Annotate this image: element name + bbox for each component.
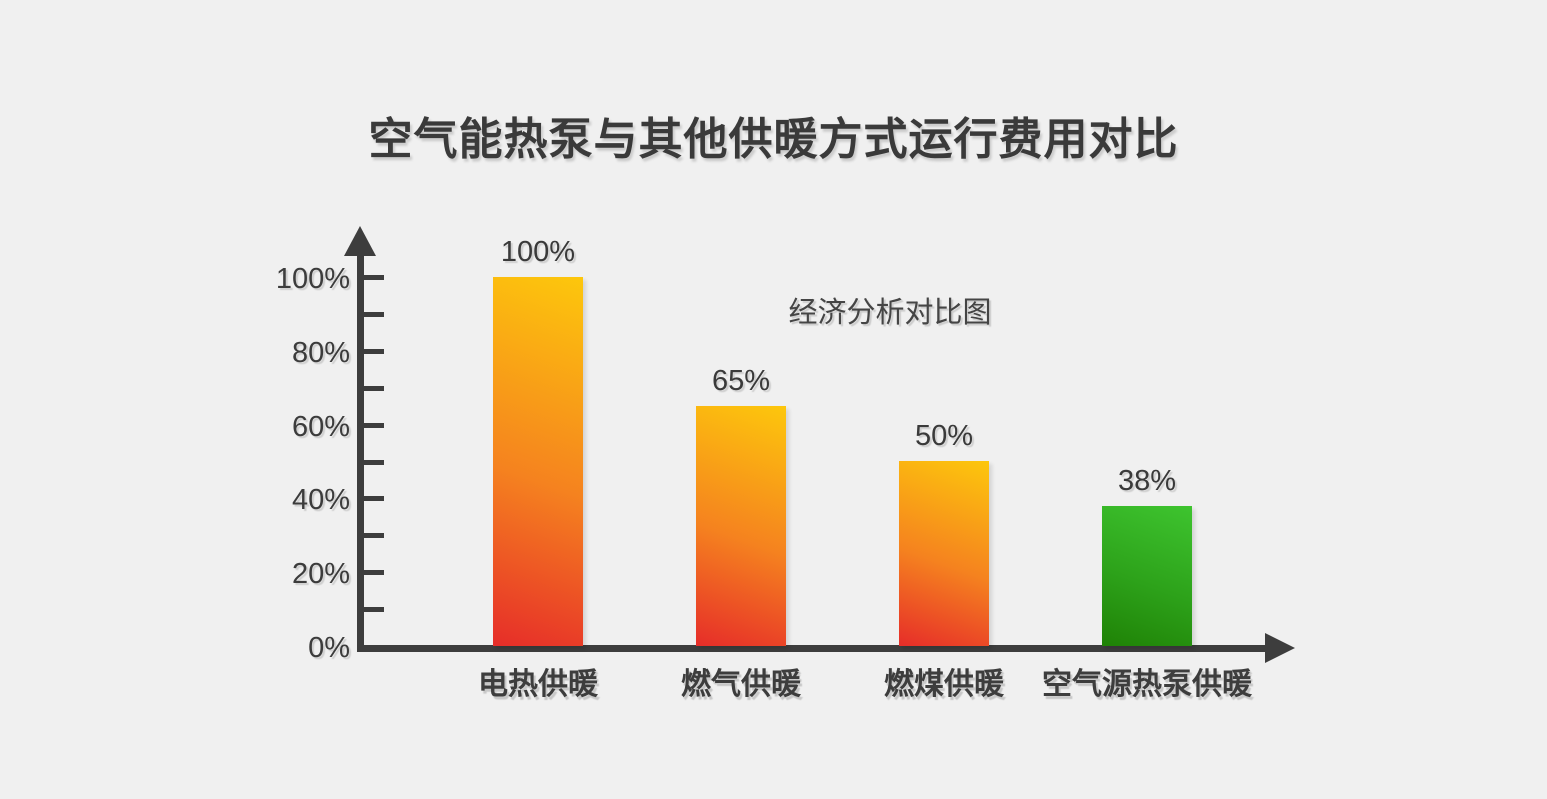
y-axis-tick (364, 533, 384, 539)
y-axis-line (357, 248, 364, 648)
y-axis-tick (364, 459, 384, 465)
y-axis-tick-label: 60% (291, 410, 350, 443)
bar-value-label: 100% (500, 236, 576, 268)
chart-annotation: 经济分析对比图 (788, 297, 992, 329)
y-axis-tick (364, 496, 384, 502)
bar-warm-gradient-1 (493, 277, 583, 646)
bar-value-label: 38% (1117, 465, 1177, 497)
y-axis-tick-label: 40% (291, 484, 350, 517)
x-axis-category-label: 燃气供暖 (681, 668, 801, 701)
y-axis-tick (364, 570, 384, 576)
x-axis-line (357, 645, 1269, 652)
y-axis-tick (364, 311, 384, 317)
y-axis-tick (364, 348, 384, 354)
bar-warm-gradient-3 (899, 461, 989, 646)
y-axis-tick (364, 607, 384, 613)
chart-title: 空气能热泵与其他供暖方式运行费用对比 (368, 115, 1179, 164)
y-axis-tick-label: 80% (291, 336, 350, 369)
y-axis-tick-label: 100% (275, 263, 350, 295)
bar-value-label: 50% (914, 420, 974, 452)
y-axis-tick-label: 0% (308, 632, 350, 664)
x-axis-category-label: 空气源热泵供暖 (1042, 668, 1252, 701)
y-axis-arrow-icon (344, 226, 376, 256)
x-axis-category-label: 电热供暖 (478, 668, 598, 701)
bar-warm-gradient-2 (696, 406, 786, 646)
x-axis-category-label: 燃煤供暖 (884, 668, 1004, 701)
y-axis-tick (364, 422, 384, 428)
bar-green-gradient-4 (1102, 506, 1192, 646)
y-axis-tick-label: 20% (291, 558, 350, 591)
x-axis-arrow-icon (1265, 633, 1295, 663)
y-axis-tick (364, 385, 384, 391)
bar-value-label: 65% (711, 365, 771, 397)
y-axis-tick (364, 275, 384, 280)
